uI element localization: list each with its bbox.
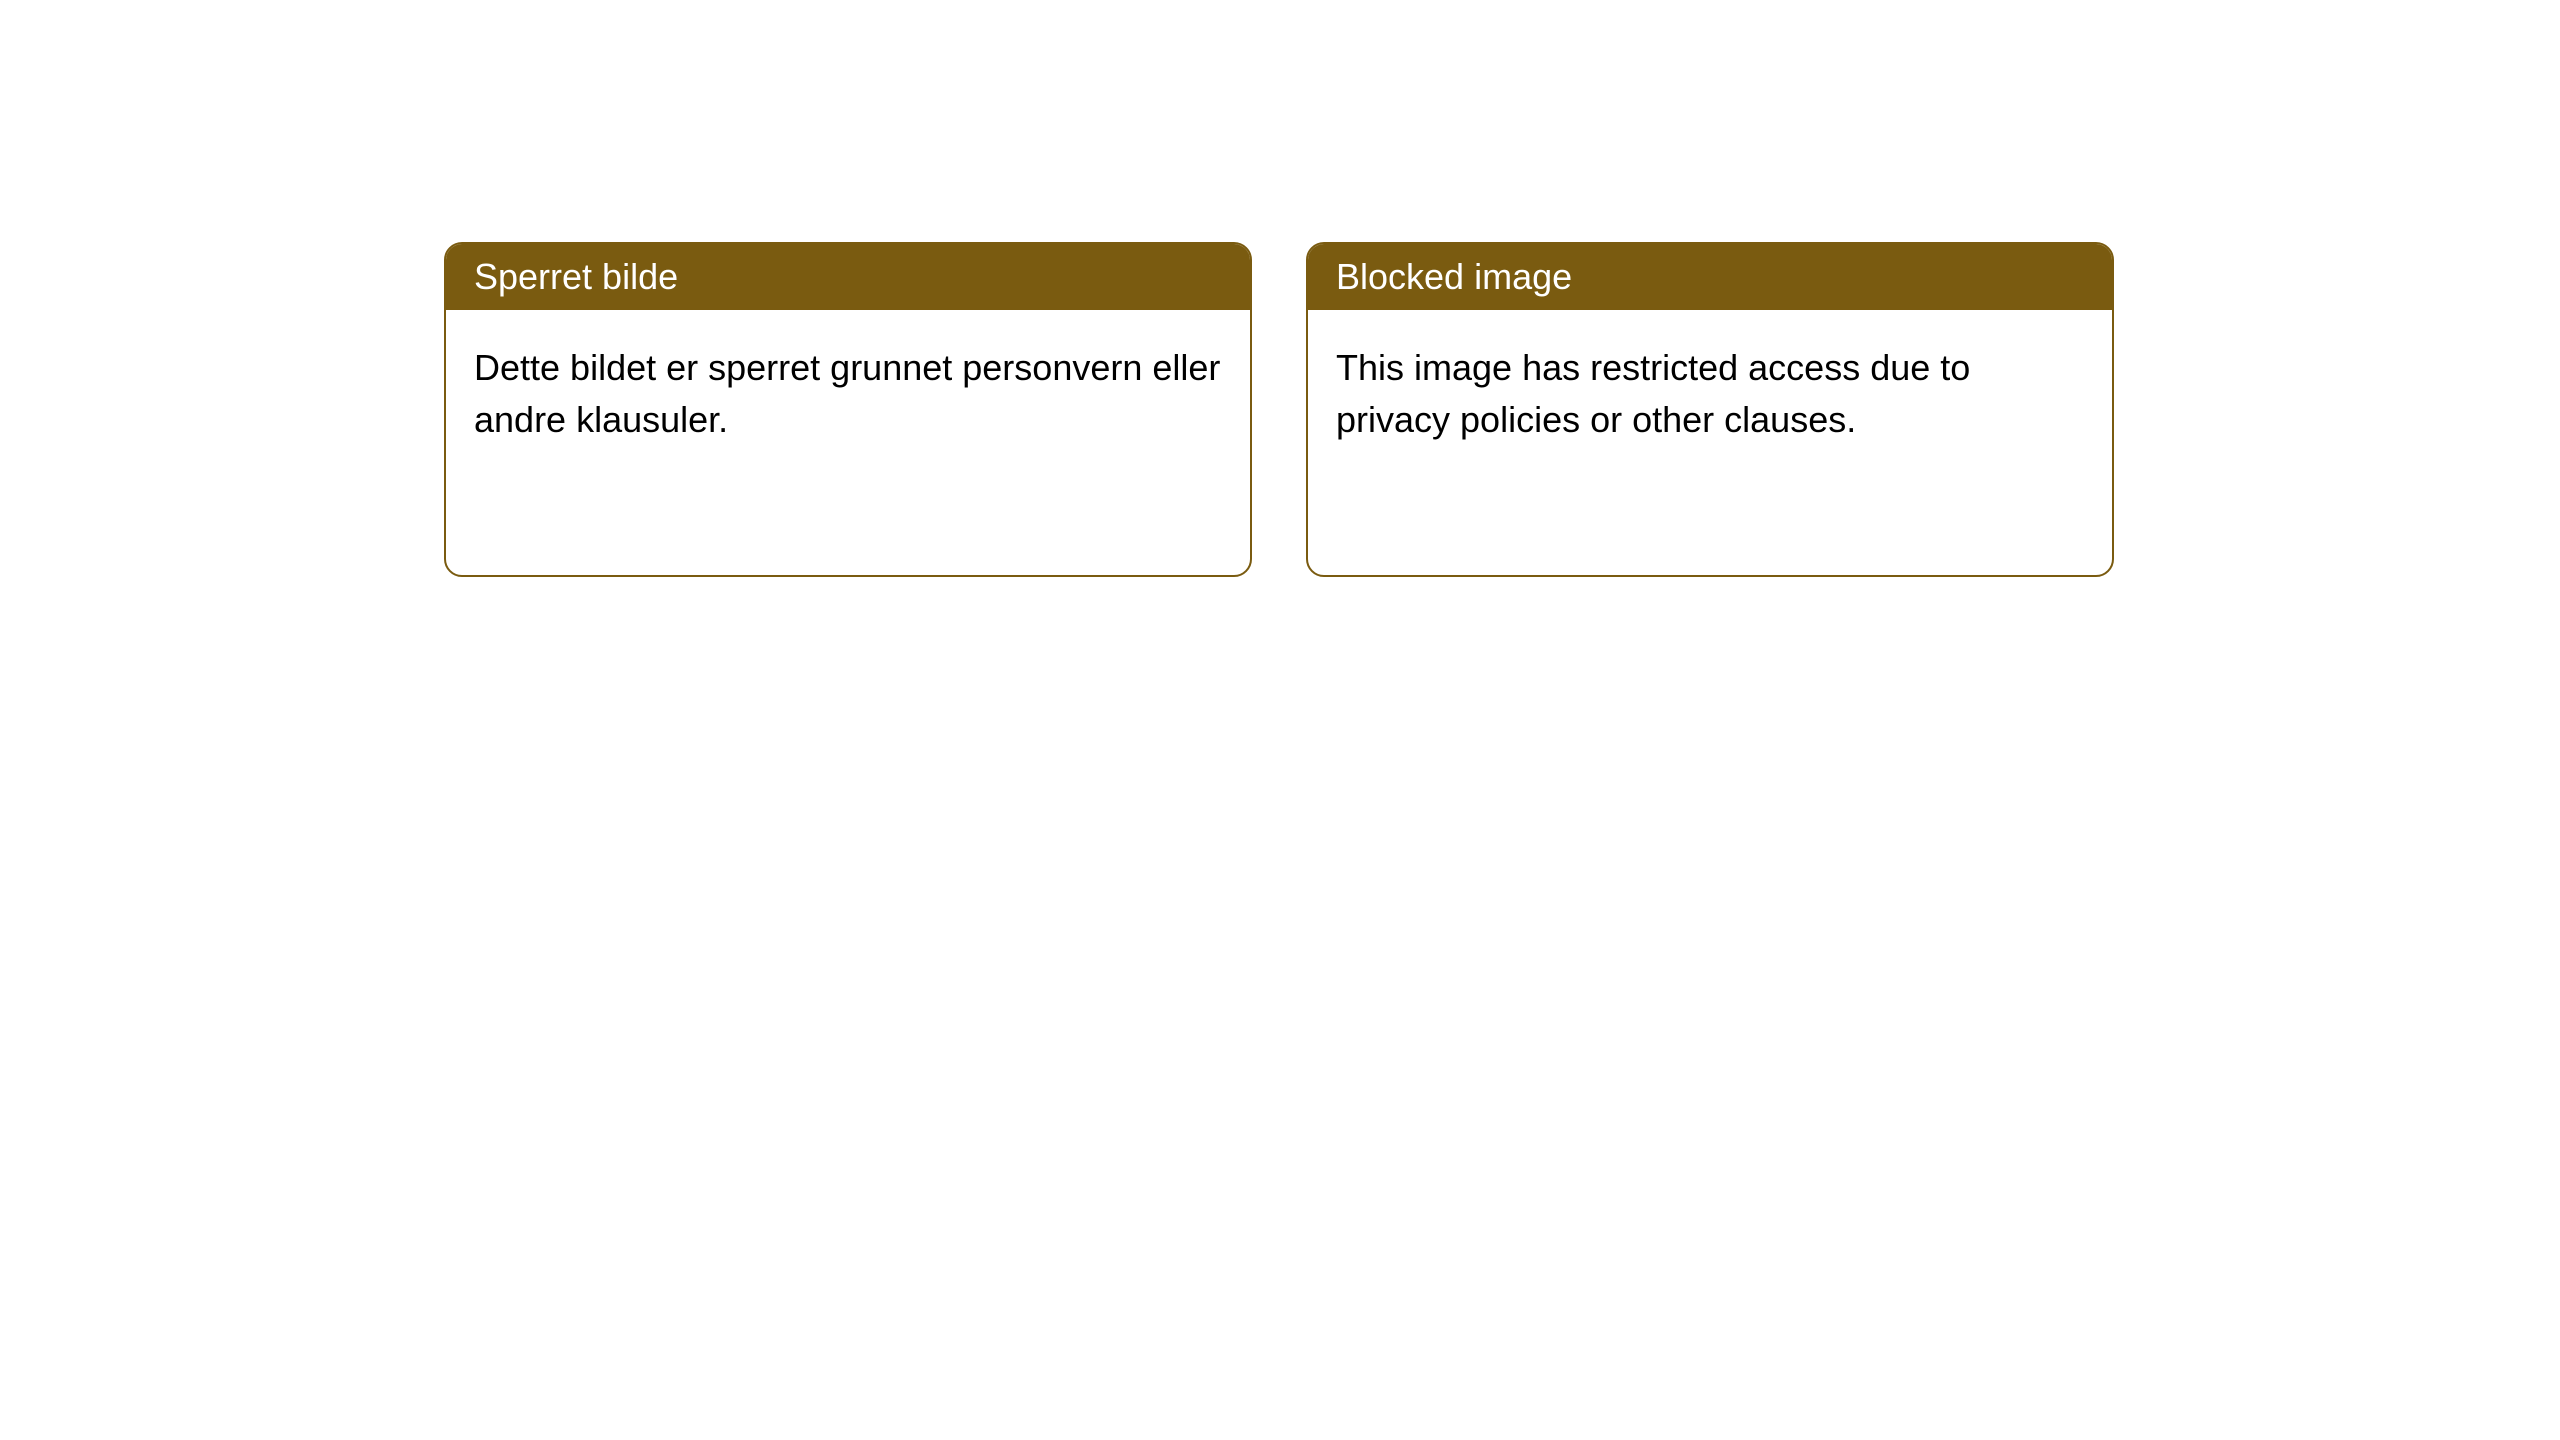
notice-header: Sperret bilde [446,244,1250,310]
notice-body: This image has restricted access due to … [1308,310,2112,478]
notice-title: Blocked image [1336,256,1572,297]
notice-body: Dette bildet er sperret grunnet personve… [446,310,1250,478]
notice-text: This image has restricted access due to … [1336,347,1970,440]
notice-container: Sperret bilde Dette bildet er sperret gr… [444,242,2114,577]
notice-title: Sperret bilde [474,256,678,297]
notice-text: Dette bildet er sperret grunnet personve… [474,347,1220,440]
notice-header: Blocked image [1308,244,2112,310]
notice-card-norwegian: Sperret bilde Dette bildet er sperret gr… [444,242,1252,577]
notice-card-english: Blocked image This image has restricted … [1306,242,2114,577]
